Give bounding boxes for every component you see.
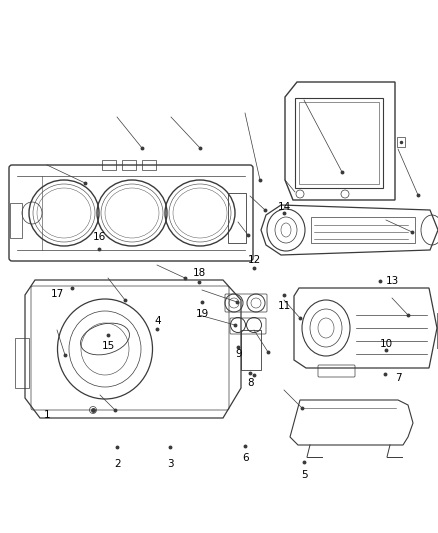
Bar (15, 338, 29, 388)
Bar (311, 217, 415, 243)
Bar (228, 193, 246, 243)
Text: 10: 10 (380, 339, 393, 349)
Text: 6: 6 (242, 454, 249, 463)
Text: 12: 12 (247, 255, 261, 265)
Text: 8: 8 (247, 378, 254, 387)
Text: 13: 13 (385, 277, 399, 286)
Text: 17: 17 (50, 289, 64, 299)
Text: 9: 9 (235, 350, 242, 359)
Text: 1: 1 (44, 410, 51, 419)
Bar (102, 160, 116, 170)
Bar (295, 98, 383, 188)
Bar (122, 160, 136, 170)
Text: 18: 18 (193, 268, 206, 278)
Bar (437, 313, 438, 348)
Text: 4: 4 (154, 317, 161, 326)
Text: 5: 5 (301, 471, 308, 480)
Text: 14: 14 (278, 202, 291, 212)
Bar (397, 137, 405, 147)
Bar (10, 203, 22, 238)
Text: 15: 15 (102, 342, 115, 351)
Text: 2: 2 (114, 459, 121, 469)
Bar (142, 160, 156, 170)
Text: 16: 16 (93, 232, 106, 242)
Bar (241, 330, 261, 370)
Text: 19: 19 (196, 310, 209, 319)
Bar (299, 102, 379, 184)
Text: 11: 11 (278, 302, 291, 311)
Text: 7: 7 (395, 374, 402, 383)
Text: 3: 3 (167, 459, 174, 469)
